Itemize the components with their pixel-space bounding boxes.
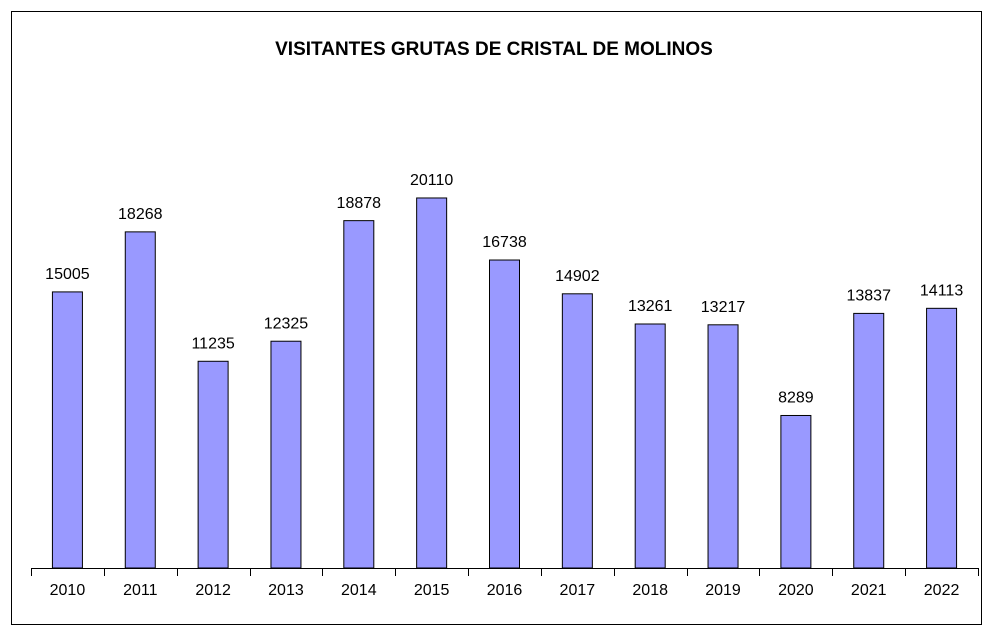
data-label: 13837 (846, 288, 891, 305)
bar (270, 340, 302, 569)
x-tick-label: 2016 (487, 582, 523, 599)
data-label: 16738 (482, 234, 527, 251)
data-label: 18268 (118, 206, 163, 223)
data-label: 14902 (555, 268, 600, 285)
bar (343, 220, 375, 569)
bar (124, 231, 156, 569)
bar (780, 414, 812, 569)
x-tick-label: 2013 (268, 582, 304, 599)
bar (707, 324, 739, 569)
x-tick-label: 2019 (705, 582, 741, 599)
data-label: 12325 (264, 315, 309, 332)
chart-title: VISITANTES GRUTAS DE CRISTAL DE MOLINOS (275, 39, 713, 60)
data-label: 13261 (628, 298, 673, 315)
x-tick-label: 2022 (924, 582, 960, 599)
x-tick-label: 2010 (50, 582, 86, 599)
data-label: 13217 (701, 299, 746, 316)
data-label: 20110 (410, 172, 453, 189)
x-tick-label: 2015 (414, 582, 450, 599)
bar (853, 312, 885, 569)
x-tick-label: 2012 (195, 582, 231, 599)
bar (561, 293, 593, 569)
x-tick-label: 2018 (632, 582, 668, 599)
bar (634, 323, 666, 569)
x-tick-label: 2014 (341, 582, 377, 599)
data-label: 18878 (337, 195, 382, 212)
data-label: 8289 (778, 390, 814, 407)
data-label: 15005 (45, 266, 90, 283)
data-label: 11235 (191, 335, 234, 352)
x-tick-label: 2021 (851, 582, 887, 599)
bar (926, 307, 958, 569)
bar (197, 360, 229, 569)
bar (51, 291, 83, 569)
bar (416, 197, 448, 569)
x-tick-label: 2017 (560, 582, 596, 599)
x-tick-label: 2011 (123, 582, 158, 599)
bar (489, 259, 520, 569)
x-tick-label: 2020 (778, 582, 814, 599)
data-label: 14113 (920, 283, 963, 300)
